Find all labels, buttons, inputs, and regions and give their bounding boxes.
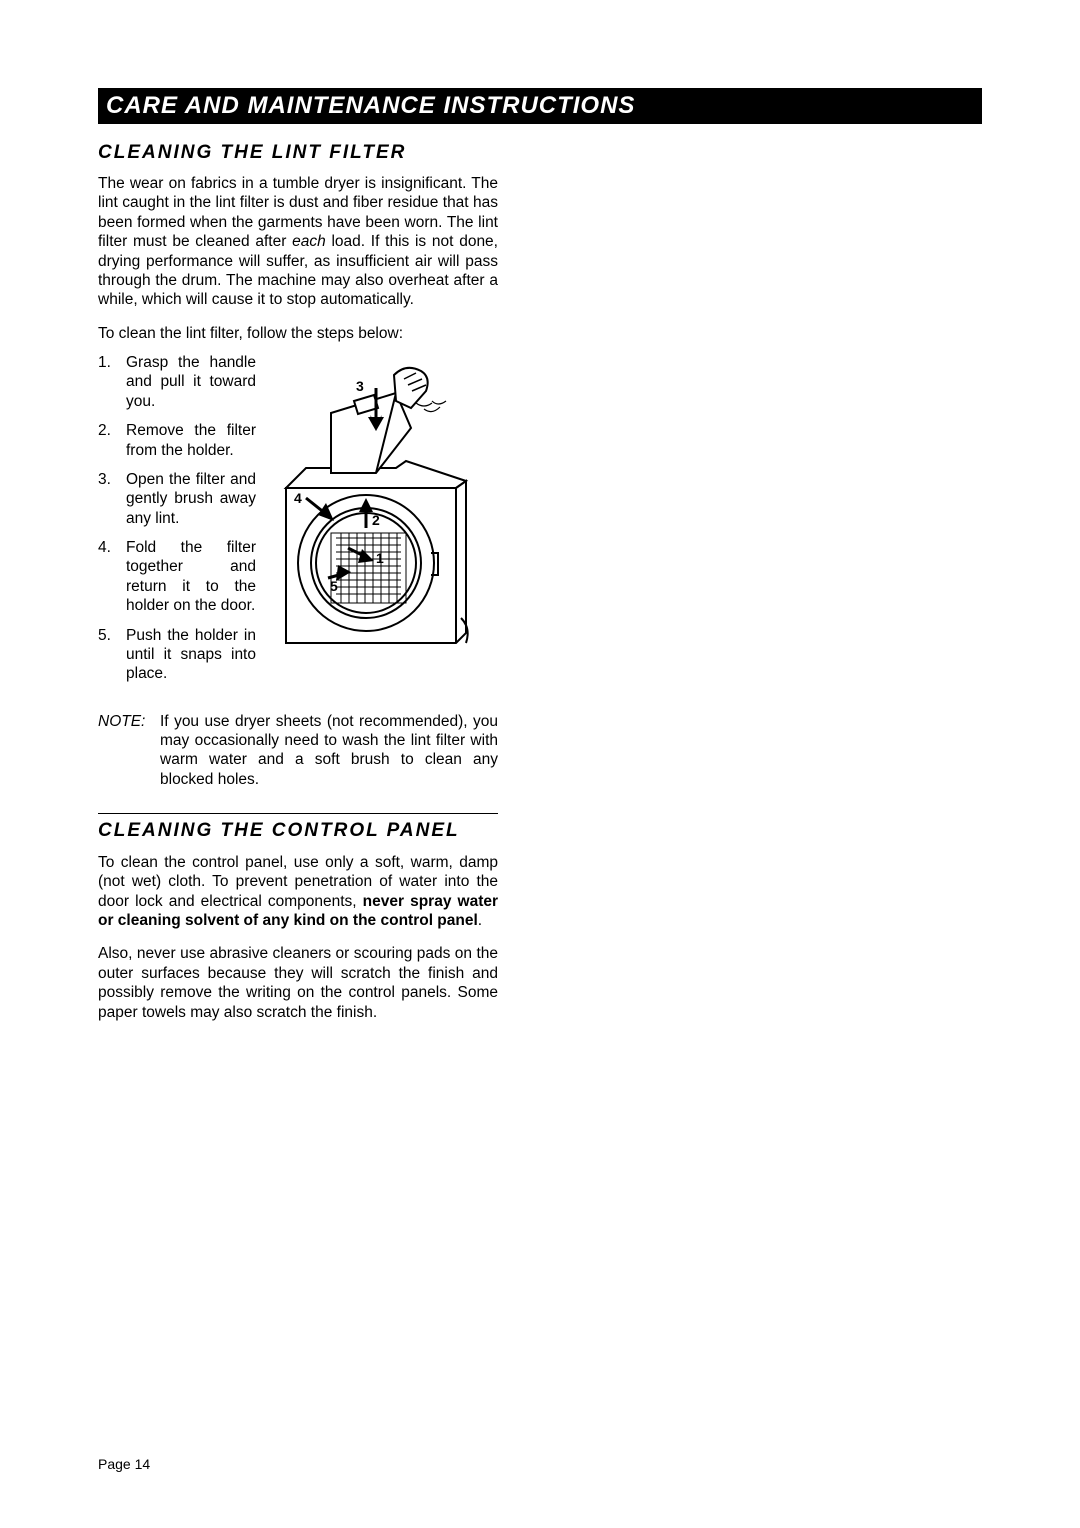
note-text: If you use dryer sheets (not recommended… — [160, 712, 498, 790]
section-header-bar: CARE AND MAINTENANCE INSTRUCTIONS — [98, 88, 982, 124]
lint-filter-diagram: 3 4 2 1 5 — [276, 353, 498, 694]
steps-list: 1. Grasp the handle and pull it toward y… — [98, 353, 258, 694]
para1-b: . — [478, 912, 482, 929]
step-2: 2. Remove the filter from the holder. — [98, 421, 258, 460]
callout-3: 3 — [356, 378, 364, 394]
callout-4: 4 — [294, 490, 302, 506]
step-num: 3. — [98, 470, 126, 528]
step-text: Open the filter and gently brush away an… — [126, 470, 258, 528]
note-label: NOTE: — [98, 712, 160, 790]
step-num: 2. — [98, 421, 126, 460]
step-text: Grasp the handle and pull it toward you. — [126, 353, 258, 411]
step-text: Push the holder in until it snaps into p… — [126, 626, 258, 684]
divider — [98, 813, 498, 814]
callout-2: 2 — [372, 512, 380, 528]
section1-para1: The wear on fabrics in a tumble dryer is… — [98, 174, 498, 310]
note-row: NOTE: If you use dryer sheets (not recom… — [98, 712, 498, 790]
callout-1: 1 — [376, 550, 384, 566]
step-4: 4. Fold the filter together and return i… — [98, 538, 258, 616]
step-5: 5. Push the holder in until it snaps int… — [98, 626, 258, 684]
page-number: Page 14 — [98, 1456, 150, 1472]
section2-para2: Also, never use abrasive cleaners or sco… — [98, 944, 498, 1022]
callout-5: 5 — [330, 578, 338, 594]
para1-ital: each — [292, 233, 326, 250]
section-title-control-panel: CLEANING THE CONTROL PANEL — [98, 820, 498, 843]
step-1: 1. Grasp the handle and pull it toward y… — [98, 353, 258, 411]
section-title-lint-filter: CLEANING THE LINT FILTER — [98, 142, 498, 164]
section1-para2: To clean the lint filter, follow the ste… — [98, 324, 498, 343]
step-3: 3. Open the filter and gently brush away… — [98, 470, 258, 528]
step-text: Fold the filter together and return it t… — [126, 538, 258, 616]
step-num: 4. — [98, 538, 126, 616]
step-num: 5. — [98, 626, 126, 684]
section2-para1: To clean the control panel, use only a s… — [98, 853, 498, 931]
step-num: 1. — [98, 353, 126, 411]
step-text: Remove the filter from the holder. — [126, 421, 258, 460]
